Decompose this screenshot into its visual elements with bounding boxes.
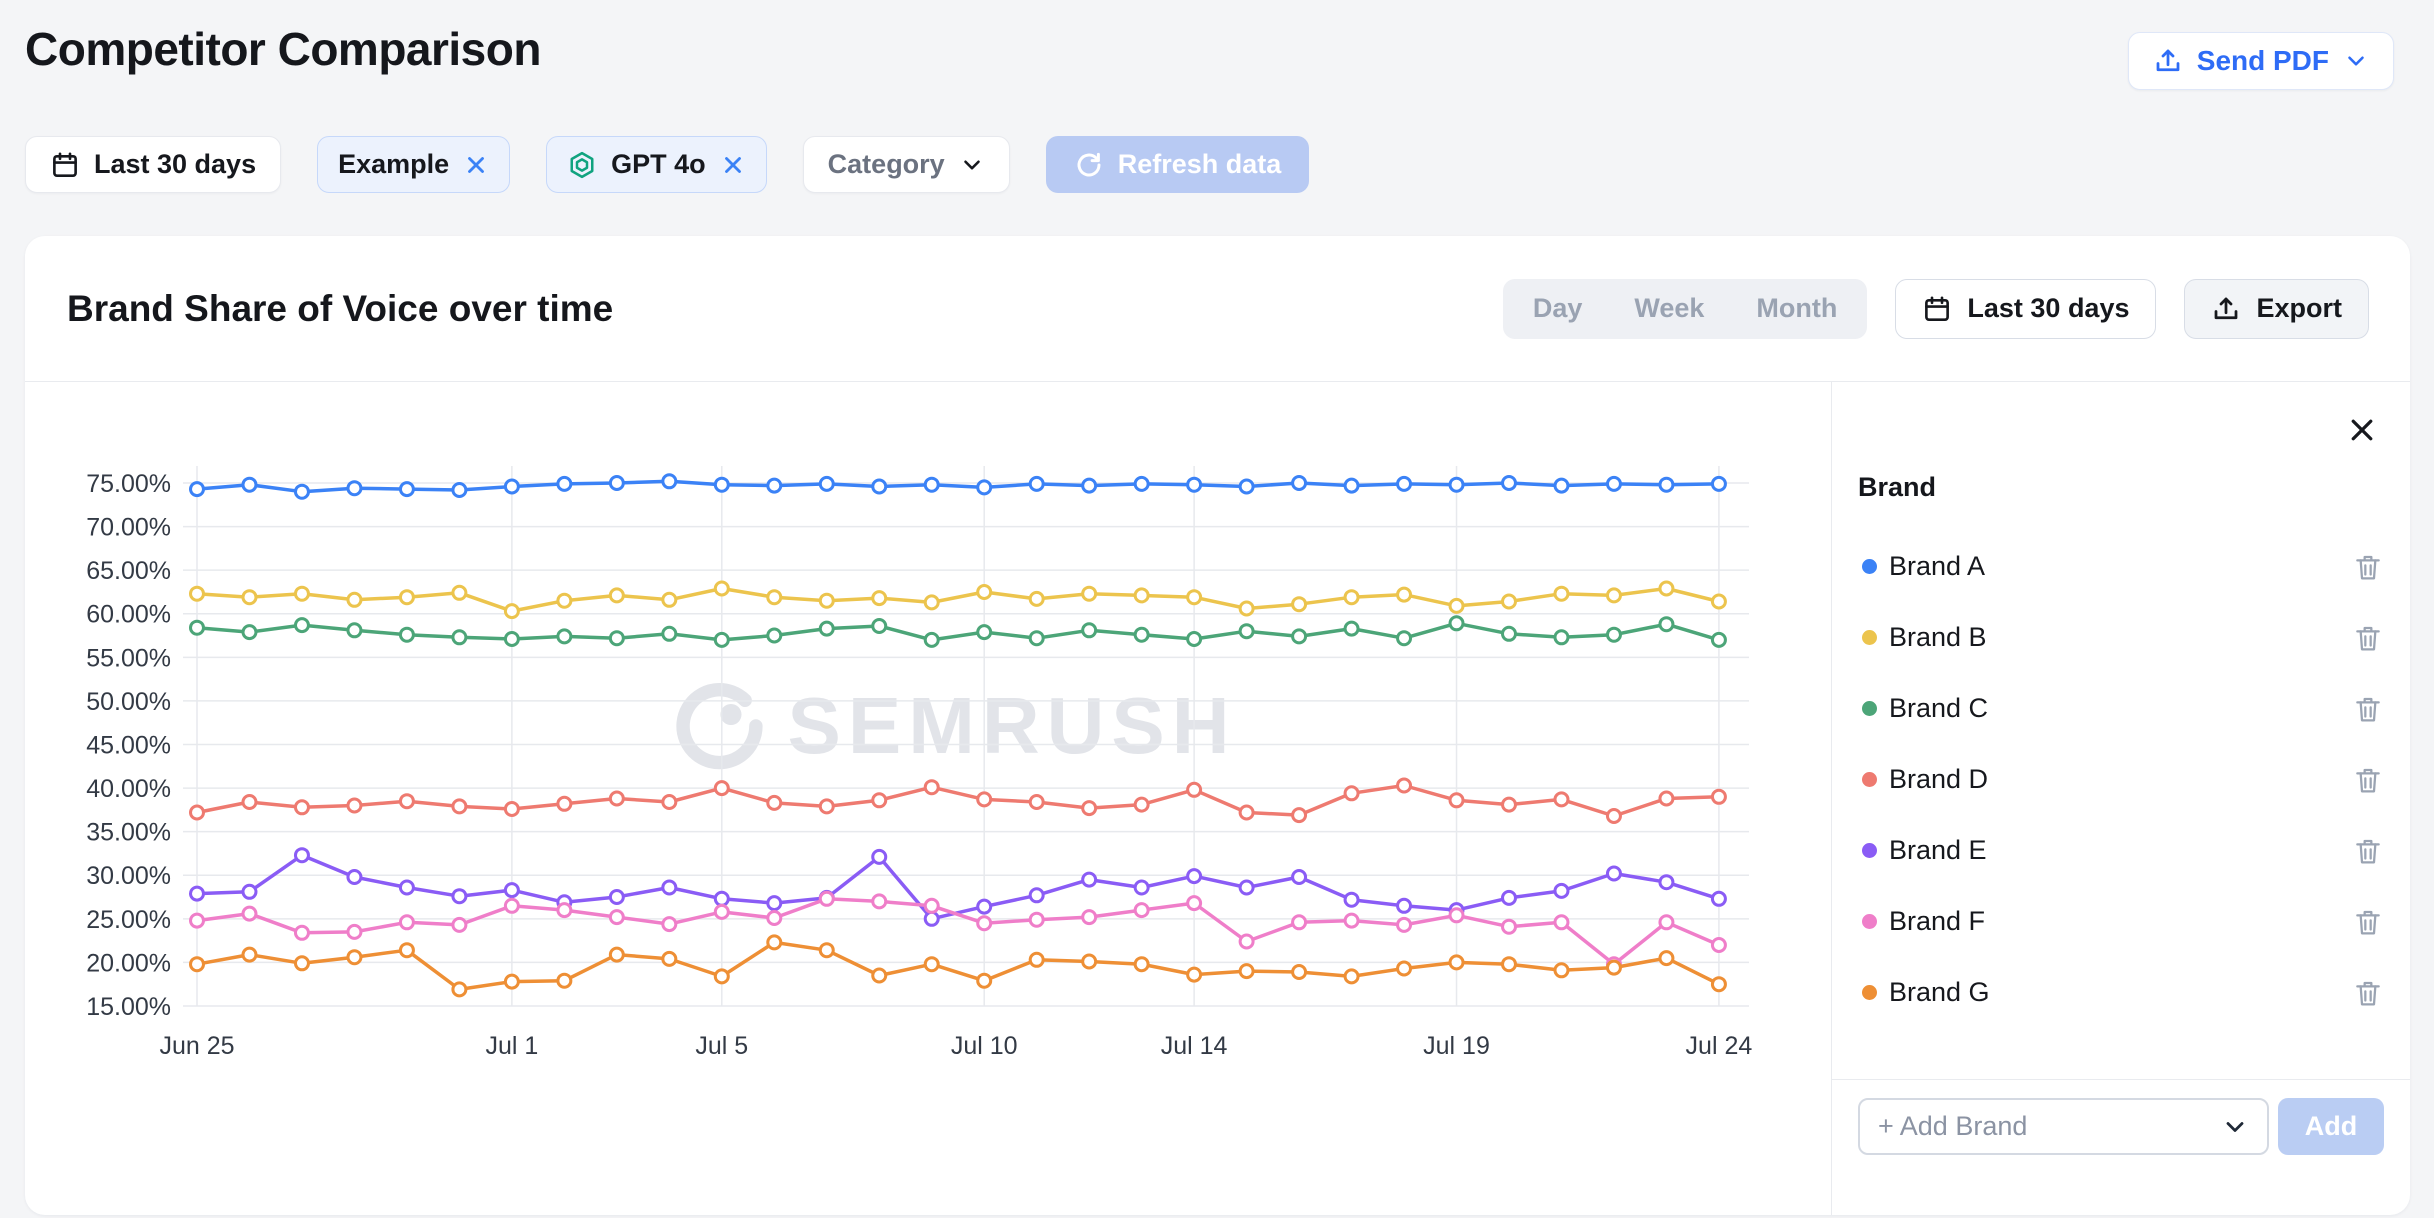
- brand-name-label: Brand E: [1889, 835, 1987, 865]
- close-panel-button[interactable]: [2342, 410, 2382, 450]
- delete-brand-button[interactable]: [2352, 977, 2384, 1009]
- brand-name-label: Brand D: [1889, 764, 1989, 794]
- brand-name-label: Brand B: [1889, 622, 1987, 652]
- add-brand-button[interactable]: Add: [2278, 1098, 2384, 1155]
- brand-list: Brand A Brand B: [1858, 531, 2384, 1028]
- svg-text:20.00%: 20.00%: [86, 949, 171, 977]
- date-range-label: Last 30 days: [94, 149, 257, 179]
- upload-icon: [2153, 46, 2183, 76]
- svg-text:55.00%: 55.00%: [86, 644, 171, 672]
- card-body: SEMRUSH 75.00% 70.00% 65.00% 60.00% 55.00% 50…: [25, 382, 2410, 1215]
- brand-list-item: Brand G: [1858, 957, 2384, 1028]
- svg-text:45.00%: 45.00%: [86, 731, 171, 759]
- svg-text:65.00%: 65.00%: [86, 557, 171, 585]
- delete-brand-button[interactable]: [2352, 906, 2384, 938]
- calendar-icon: [1922, 294, 1952, 324]
- chip-label: GPT 4o: [611, 149, 706, 179]
- svg-text:Jul 1: Jul 1: [485, 1032, 538, 1060]
- svg-text:Jul 19: Jul 19: [1423, 1032, 1490, 1060]
- brand-name-label: Brand G: [1889, 977, 1990, 1007]
- svg-text:25.00%: 25.00%: [86, 906, 171, 934]
- category-dropdown[interactable]: Category: [802, 136, 1010, 193]
- brand-color-dot: [1862, 701, 1877, 716]
- svg-text:Jun 25: Jun 25: [159, 1032, 234, 1060]
- date-range-button[interactable]: Last 30 days: [25, 136, 282, 193]
- brand-panel-footer: + Add Brand Add: [1832, 1079, 2410, 1215]
- upload-icon: [2211, 294, 2241, 324]
- card-date-range-button[interactable]: Last 30 days: [1895, 278, 2157, 339]
- card-header-controls: Day Week Month Last 30 days Export: [1502, 278, 2369, 339]
- send-pdf-label: Send PDF: [2196, 45, 2329, 76]
- add-brand-select[interactable]: + Add Brand: [1858, 1098, 2269, 1155]
- brand-color-dot: [1862, 630, 1877, 645]
- export-button[interactable]: Export: [2184, 278, 2369, 339]
- share-of-voice-card: Brand Share of Voice over time Day Week …: [25, 236, 2410, 1215]
- refresh-label: Refresh data: [1117, 149, 1282, 179]
- brand-name-label: Brand C: [1889, 693, 1989, 723]
- chevron-down-icon: [959, 152, 985, 178]
- svg-text:35.00%: 35.00%: [86, 819, 171, 847]
- send-pdf-button[interactable]: Send PDF: [2127, 32, 2394, 90]
- brand-color-dot: [1862, 985, 1877, 1000]
- brand-color-dot: [1862, 772, 1877, 787]
- remove-chip-icon[interactable]: [463, 152, 489, 178]
- remove-chip-icon[interactable]: [720, 152, 746, 178]
- svg-text:Jul 14: Jul 14: [1161, 1032, 1228, 1060]
- brand-name-label: Brand F: [1889, 906, 1986, 936]
- filter-bar: Last 30 days Example GPT 4o Category: [25, 136, 1310, 193]
- card-title: Brand Share of Voice over time: [67, 287, 614, 329]
- filter-chip-example: Example: [317, 136, 511, 193]
- chevron-down-icon: [2221, 1113, 2249, 1141]
- svg-text:15.00%: 15.00%: [86, 993, 171, 1021]
- svg-text:Jul 5: Jul 5: [695, 1032, 748, 1060]
- export-label: Export: [2256, 293, 2342, 323]
- share-of-voice-chart[interactable]: SEMRUSH 75.00% 70.00% 65.00% 60.00% 55.00% 50…: [25, 382, 1832, 1215]
- svg-text:50.00%: 50.00%: [86, 688, 171, 716]
- brand-color-dot: [1862, 843, 1877, 858]
- brand-panel: Brand Brand A Brand B: [1832, 382, 2410, 1215]
- brand-panel-title: Brand: [1858, 472, 1937, 502]
- brand-name-label: Brand A: [1889, 551, 1986, 581]
- page-title: Competitor Comparison: [25, 23, 541, 75]
- add-brand-placeholder: + Add Brand: [1878, 1111, 2028, 1141]
- granularity-day[interactable]: Day: [1507, 279, 1609, 339]
- card-date-range-label: Last 30 days: [1967, 293, 2130, 323]
- brand-list-item: Brand D: [1858, 744, 2384, 815]
- delete-brand-button[interactable]: [2352, 622, 2384, 654]
- filter-chip-model: GPT 4o: [546, 136, 767, 193]
- svg-text:70.00%: 70.00%: [86, 514, 171, 542]
- calendar-icon: [50, 150, 80, 180]
- brand-list-item: Brand F: [1858, 886, 2384, 957]
- line-chart-canvas[interactable]: 75.00% 70.00% 65.00% 60.00% 55.00% 50.00% 45.0…: [25, 382, 1832, 1215]
- brand-list-item: Brand E: [1858, 815, 2384, 886]
- svg-text:75.00%: 75.00%: [86, 470, 171, 498]
- brand-list-item: Brand C: [1858, 673, 2384, 744]
- granularity-month[interactable]: Month: [1730, 279, 1863, 339]
- openai-logo-icon: [567, 150, 597, 180]
- granularity-week[interactable]: Week: [1608, 279, 1730, 339]
- category-label: Category: [827, 149, 945, 179]
- svg-text:60.00%: 60.00%: [86, 601, 171, 629]
- svg-text:Jul 10: Jul 10: [951, 1032, 1018, 1060]
- delete-brand-button[interactable]: [2352, 693, 2384, 725]
- refresh-icon: [1074, 150, 1104, 180]
- card-header: Brand Share of Voice over time Day Week …: [25, 236, 2410, 382]
- chip-label: Example: [338, 149, 450, 179]
- brand-list-item: Brand A: [1858, 531, 2384, 602]
- brand-color-dot: [1862, 914, 1877, 929]
- granularity-toggle: Day Week Month: [1502, 278, 1868, 339]
- delete-brand-button[interactable]: [2352, 835, 2384, 867]
- svg-text:Jul 24: Jul 24: [1686, 1032, 1753, 1060]
- svg-text:30.00%: 30.00%: [86, 862, 171, 890]
- svg-text:40.00%: 40.00%: [86, 775, 171, 803]
- brand-color-dot: [1862, 559, 1877, 574]
- refresh-data-button[interactable]: Refresh data: [1045, 136, 1310, 193]
- brand-list-item: Brand B: [1858, 602, 2384, 673]
- delete-brand-button[interactable]: [2352, 551, 2384, 583]
- delete-brand-button[interactable]: [2352, 764, 2384, 796]
- chevron-down-icon: [2343, 48, 2369, 74]
